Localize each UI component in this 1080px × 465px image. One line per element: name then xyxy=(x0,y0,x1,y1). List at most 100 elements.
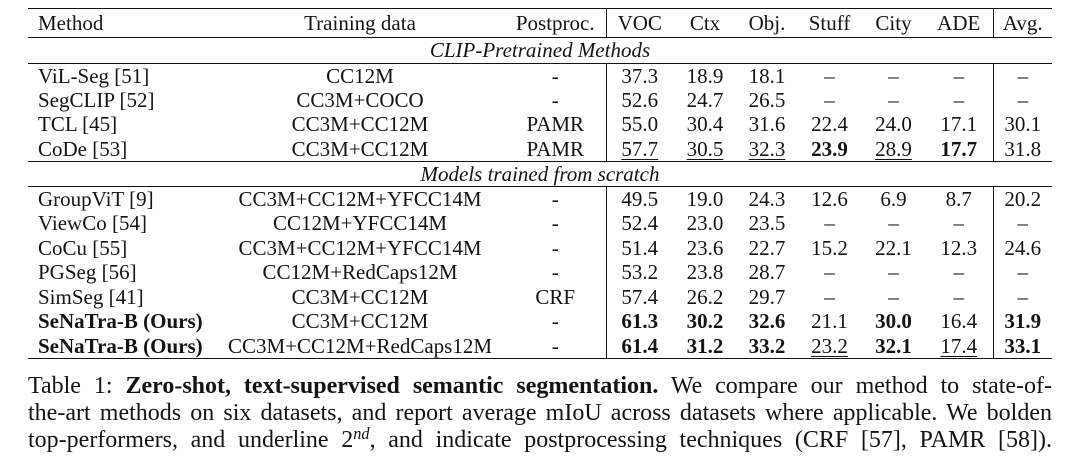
score-ade: 8.7 xyxy=(925,186,994,211)
caption-line-2: the-art methods on six datasets, and rep… xyxy=(28,400,1052,427)
postprocessing: - xyxy=(505,235,607,260)
method-name: ViL-Seg [51] xyxy=(38,63,150,88)
score-avg: – xyxy=(1017,284,1029,309)
column-header-ade: ADE xyxy=(925,8,994,38)
training-data: CC3M+CC12M xyxy=(291,309,429,334)
score-stuff: 23.2 xyxy=(797,333,862,359)
training-data: CC3M+COCO xyxy=(296,87,424,112)
score-voc: 61.4 xyxy=(606,333,673,359)
training-data: CC3M+CC12M+YFCC14M xyxy=(238,187,482,211)
score-city: 28.9 xyxy=(875,136,912,161)
score-avg: 30.1 xyxy=(1004,112,1042,137)
header-row: Method Training data Postproc. VOC Ctx O… xyxy=(28,8,1052,38)
table-row: SeNaTra-B (Ours) CC3M+CC12M+RedCaps12M -61… xyxy=(28,333,1052,359)
score-obj: 32.6 xyxy=(748,309,786,334)
score-voc: 51.4 xyxy=(621,235,659,260)
score-stuff: 15.2 xyxy=(811,235,848,260)
score-stuff: 21.1 xyxy=(811,309,848,334)
score-obj: 22.7 xyxy=(748,235,786,260)
score-ade: – xyxy=(925,63,994,88)
method-name: SeNaTra-B (Ours) xyxy=(28,333,215,359)
score-stuff: 22.4 xyxy=(811,112,848,137)
table-row: GroupViT [9] CC3M+CC12M+YFCC14M -49.5 19.0 2… xyxy=(28,186,1052,211)
score-stuff: – xyxy=(824,87,835,112)
training-data: CC3M+CC12M xyxy=(291,284,429,309)
column-header-postproc: Postproc. xyxy=(505,8,607,38)
score-obj: 23.5 xyxy=(748,211,786,236)
column-header-stuff: Stuff xyxy=(797,8,862,38)
column-header-avg: Avg. xyxy=(993,8,1052,38)
training-data: CC3M+CC12M xyxy=(291,136,429,161)
postprocessing: - xyxy=(505,211,607,236)
score-stuff: – xyxy=(824,260,835,285)
method-name: GroupViT [9] xyxy=(38,187,154,211)
training-data: CC12M xyxy=(326,63,394,88)
score-ctx: 26.2 xyxy=(686,284,724,309)
table-row: TCL [45] CC3M+CC12M PAMR 55.0 30.4 31.6 22.4 24… xyxy=(28,112,1052,137)
training-data: CC12M+RedCaps12M xyxy=(262,260,458,285)
column-header-obj: Obj. xyxy=(737,8,797,38)
score-ade: 17.7 xyxy=(925,136,994,161)
score-ctx: 23.0 xyxy=(686,211,724,236)
table-row: ViewCo [54] CC12M+YFCC14M -52.4 23.0 23.5– – –… xyxy=(28,211,1052,236)
score-ade: – xyxy=(925,260,994,285)
postprocessing: PAMR xyxy=(505,112,607,137)
caption-text: top-performers, and underline xyxy=(28,427,329,453)
column-header-training-data: Training data xyxy=(215,8,505,38)
caption-text: , and indicate postprocessing techniques… xyxy=(369,427,1053,453)
score-stuff: 23.9 xyxy=(811,136,848,161)
score-ade: 17.4 xyxy=(925,333,994,359)
column-header-voc: VOC xyxy=(606,8,673,38)
method-name: SimSeg [41] xyxy=(38,284,144,309)
postprocessing: - xyxy=(505,309,607,334)
score-voc: 53.2 xyxy=(621,260,659,285)
postprocessing: CRF xyxy=(505,284,607,309)
score-avg: 33.1 xyxy=(993,333,1052,359)
table-row: SegCLIP [52] CC3M+COCO -52.6 24.7 26.5– – – – xyxy=(28,87,1052,112)
score-stuff: – xyxy=(824,284,835,309)
score-ctx: 30.4 xyxy=(686,112,724,137)
score-city: 24.0 xyxy=(875,112,912,137)
score-voc: 55.0 xyxy=(621,112,659,137)
score-city: – xyxy=(888,284,899,309)
score-voc: 61.3 xyxy=(621,309,659,334)
score-avg: 31.9 xyxy=(1004,309,1042,334)
section-header-row: Models trained from scratch xyxy=(28,160,1052,187)
postprocessing: - xyxy=(505,186,607,211)
score-voc: 52.4 xyxy=(621,211,659,236)
caption-text: We compare our method to state-of- xyxy=(670,373,1053,399)
method-name: TCL [45] xyxy=(38,112,118,137)
score-ctx: 30.5 xyxy=(686,136,724,161)
method-name: CoDe [53] xyxy=(38,136,128,161)
table-row: SimSeg [41] CC3M+CC12M CRF 57.4 26.2 29.7– – – – xyxy=(28,284,1052,309)
column-header-method: Method xyxy=(28,8,215,38)
method-name: CoCu [55] xyxy=(38,235,128,260)
score-ctx: 30.2 xyxy=(686,309,724,334)
score-city: 30.0 xyxy=(875,309,912,334)
score-obj: 28.7 xyxy=(748,260,786,285)
score-ade: 12.3 xyxy=(925,235,994,260)
postprocessing: - xyxy=(505,333,607,359)
score-obj: 26.5 xyxy=(748,87,786,112)
training-data: CC12M+YFCC14M xyxy=(272,211,448,236)
postprocessing: - xyxy=(505,260,607,285)
table-row: CoCu [55] CC3M+CC12M+YFCC14M -51.4 23.6 22.7… xyxy=(28,235,1052,260)
score-city: 22.1 xyxy=(875,235,912,260)
score-avg: 24.6 xyxy=(1004,235,1042,260)
score-ade: – xyxy=(925,211,994,236)
score-ctx: 18.9 xyxy=(686,63,724,88)
score-ctx: 19.0 xyxy=(686,187,724,211)
ordinal-superscript: nd xyxy=(353,423,370,443)
table-caption: Table 1: Zero-shot, text-supervised sema… xyxy=(28,373,1052,454)
postprocessing: - xyxy=(505,63,607,88)
section-title: CLIP-Pretrained Methods xyxy=(28,37,1052,64)
method-name: SeNaTra-B (Ours) xyxy=(38,309,203,334)
caption-title: Zero-shot, text-supervised semantic segm… xyxy=(125,373,659,399)
score-ade: 17.1 xyxy=(925,112,994,137)
column-header-ctx: Ctx xyxy=(673,8,737,38)
score-ctx: 31.2 xyxy=(673,333,737,359)
postprocessing: PAMR xyxy=(505,136,607,161)
score-ade: 16.4 xyxy=(925,309,994,334)
score-voc: 37.3 xyxy=(621,63,659,88)
score-ctx: 23.8 xyxy=(686,260,724,285)
